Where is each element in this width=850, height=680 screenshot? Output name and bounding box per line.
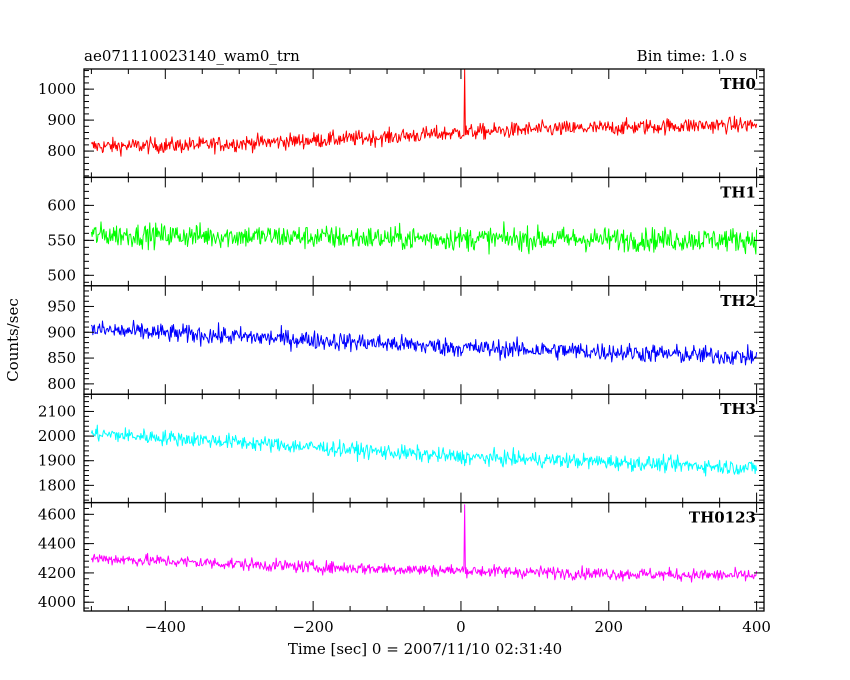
series-th3-line xyxy=(90,424,758,477)
x-tick-label: 400 xyxy=(742,618,771,636)
y-tick-label: 1800 xyxy=(38,476,76,494)
panel-frame xyxy=(83,393,765,504)
plot-title: ae071110023140_wam0_trn xyxy=(84,47,300,65)
y-tick-label: 800 xyxy=(47,375,76,393)
y-tick-label: 950 xyxy=(47,297,76,315)
y-tick-label: 4600 xyxy=(38,505,76,523)
y-tick-label: 4400 xyxy=(38,535,76,553)
panel-th0: 800 900 1000 TH0 xyxy=(38,68,765,179)
panel-frame xyxy=(83,176,765,287)
panel-label-th2: TH2 xyxy=(720,292,756,310)
panel-frame xyxy=(83,285,765,395)
y-tick-label: 2000 xyxy=(38,427,76,445)
panel-th3: 1800 1900 2000 2100 TH3 xyxy=(38,393,765,504)
panel-th2: 800 850 900 950 TH2 xyxy=(47,285,765,395)
y-tick-label: 1900 xyxy=(38,452,76,470)
y-tick-label: 4000 xyxy=(38,593,76,611)
panel-label-th0123: TH0123 xyxy=(689,509,756,527)
panel-frame xyxy=(83,68,765,179)
series-th0123-line xyxy=(90,504,758,583)
x-tick-label: 0 xyxy=(456,618,466,636)
x-tick-label: −200 xyxy=(293,618,334,636)
y-axis-label: Counts/sec xyxy=(4,298,22,382)
panel-label-th3: TH3 xyxy=(720,400,756,418)
series-th1-line xyxy=(90,221,758,255)
y-tick-label: 800 xyxy=(47,142,76,160)
y-tick-label: 550 xyxy=(47,231,76,249)
y-tick-label: 600 xyxy=(47,196,76,214)
x-axis-label: Time [sec] 0 = 2007/11/10 02:31:40 xyxy=(288,640,562,658)
y-tick-label: 2100 xyxy=(38,402,76,420)
panel-th1: 500 550 600 TH1 xyxy=(47,176,765,287)
panel-label-th1: TH1 xyxy=(720,183,756,201)
y-tick-label: 900 xyxy=(47,111,76,129)
y-tick-label: 900 xyxy=(47,323,76,341)
y-tick-label: 1000 xyxy=(38,80,76,98)
y-tick-label: 850 xyxy=(47,349,76,367)
panel-frame xyxy=(83,501,765,612)
series-th2-line xyxy=(90,319,758,366)
x-tick-label: 200 xyxy=(594,618,623,636)
y-tick-label: 4200 xyxy=(38,564,76,582)
bin-time-label: Bin time: 1.0 s xyxy=(637,47,747,65)
panels-group: 800 900 1000 TH0 500 550 600 TH1 800 850 900 950 TH2… xyxy=(38,68,771,636)
panel-label-th0: TH0 xyxy=(720,75,756,93)
y-tick-label: 500 xyxy=(47,266,76,284)
x-tick-label: −400 xyxy=(145,618,186,636)
panel-th0123: 4000 4200 4400 4600 TH0123 xyxy=(38,501,765,612)
series-th0-line xyxy=(90,69,758,157)
